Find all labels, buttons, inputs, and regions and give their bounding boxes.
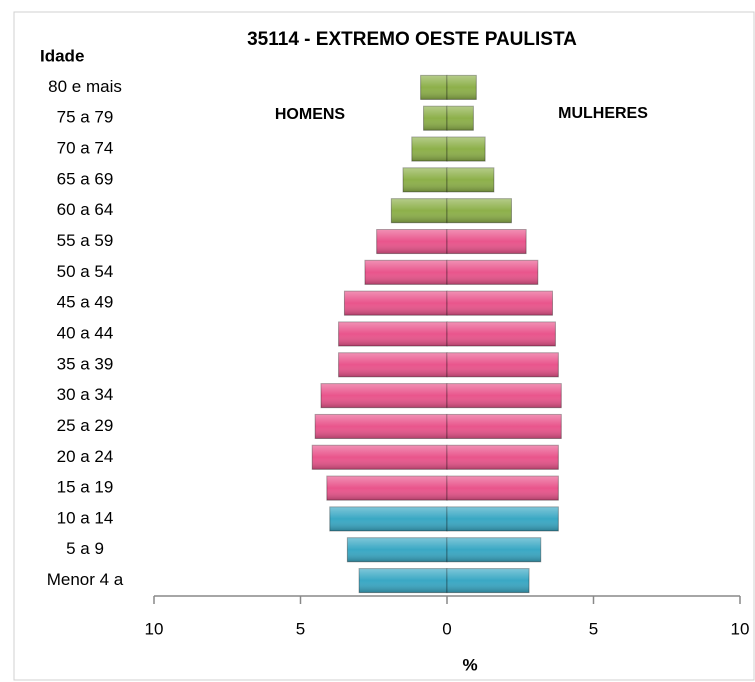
bar: [446, 229, 527, 255]
category-label: Menor 4 a: [47, 570, 124, 589]
category-label: 70 a 74: [57, 139, 114, 158]
x-tick-label: 10: [731, 619, 750, 638]
category-label: 50 a 54: [57, 262, 114, 281]
category-label: 55 a 59: [57, 231, 114, 250]
bar: [390, 198, 448, 224]
bar: [446, 74, 477, 100]
bar: [446, 352, 559, 378]
bar: [446, 383, 562, 409]
category-label: 25 a 29: [57, 416, 114, 435]
bar: [446, 136, 486, 162]
legend-label: MULHERES: [558, 105, 648, 122]
x-tick-label: 10: [145, 619, 164, 638]
category-label: 65 a 69: [57, 169, 114, 188]
bar: [446, 198, 512, 224]
bar: [446, 537, 542, 563]
category-label: 40 a 44: [57, 323, 114, 342]
bar: [338, 352, 448, 378]
bar: [446, 259, 539, 285]
x-tick-label: 5: [589, 619, 598, 638]
bar: [358, 568, 448, 594]
bar: [446, 568, 530, 594]
bar: [402, 167, 448, 193]
bar: [364, 259, 448, 285]
bar: [346, 537, 448, 563]
x-tick-label: 5: [296, 619, 305, 638]
bar: [420, 74, 448, 100]
category-label: 35 a 39: [57, 354, 114, 373]
bar: [343, 290, 448, 316]
bar: [338, 321, 448, 347]
bar: [446, 475, 559, 501]
x-axis-label: %: [462, 655, 477, 674]
category-label: 60 a 64: [57, 200, 114, 219]
bar: [314, 413, 448, 439]
bar: [446, 413, 562, 439]
bar: [311, 444, 448, 470]
y-axis-label: Idade: [40, 46, 84, 65]
bar: [326, 475, 448, 501]
bar: [446, 444, 559, 470]
bar: [446, 506, 559, 532]
category-label: 5 a 9: [66, 539, 104, 558]
bar: [329, 506, 448, 532]
bar: [446, 290, 553, 316]
bar: [446, 167, 495, 193]
x-tick-label: 0: [442, 619, 451, 638]
category-label: 15 a 19: [57, 478, 114, 497]
bar: [423, 105, 448, 131]
bar: [411, 136, 448, 162]
chart-title: 35114 - EXTREMO OESTE PAULISTA: [247, 29, 577, 50]
bar: [446, 321, 556, 347]
category-label: 10 a 14: [57, 508, 114, 527]
legend-label: HOMENS: [275, 106, 346, 123]
category-label: 80 e mais: [48, 77, 122, 96]
bar: [320, 383, 448, 409]
category-label: 20 a 24: [57, 447, 114, 466]
bar: [446, 105, 474, 131]
category-label: 45 a 49: [57, 293, 114, 312]
category-label: 30 a 34: [57, 385, 114, 404]
category-label: 75 a 79: [57, 108, 114, 127]
bar: [376, 229, 448, 255]
